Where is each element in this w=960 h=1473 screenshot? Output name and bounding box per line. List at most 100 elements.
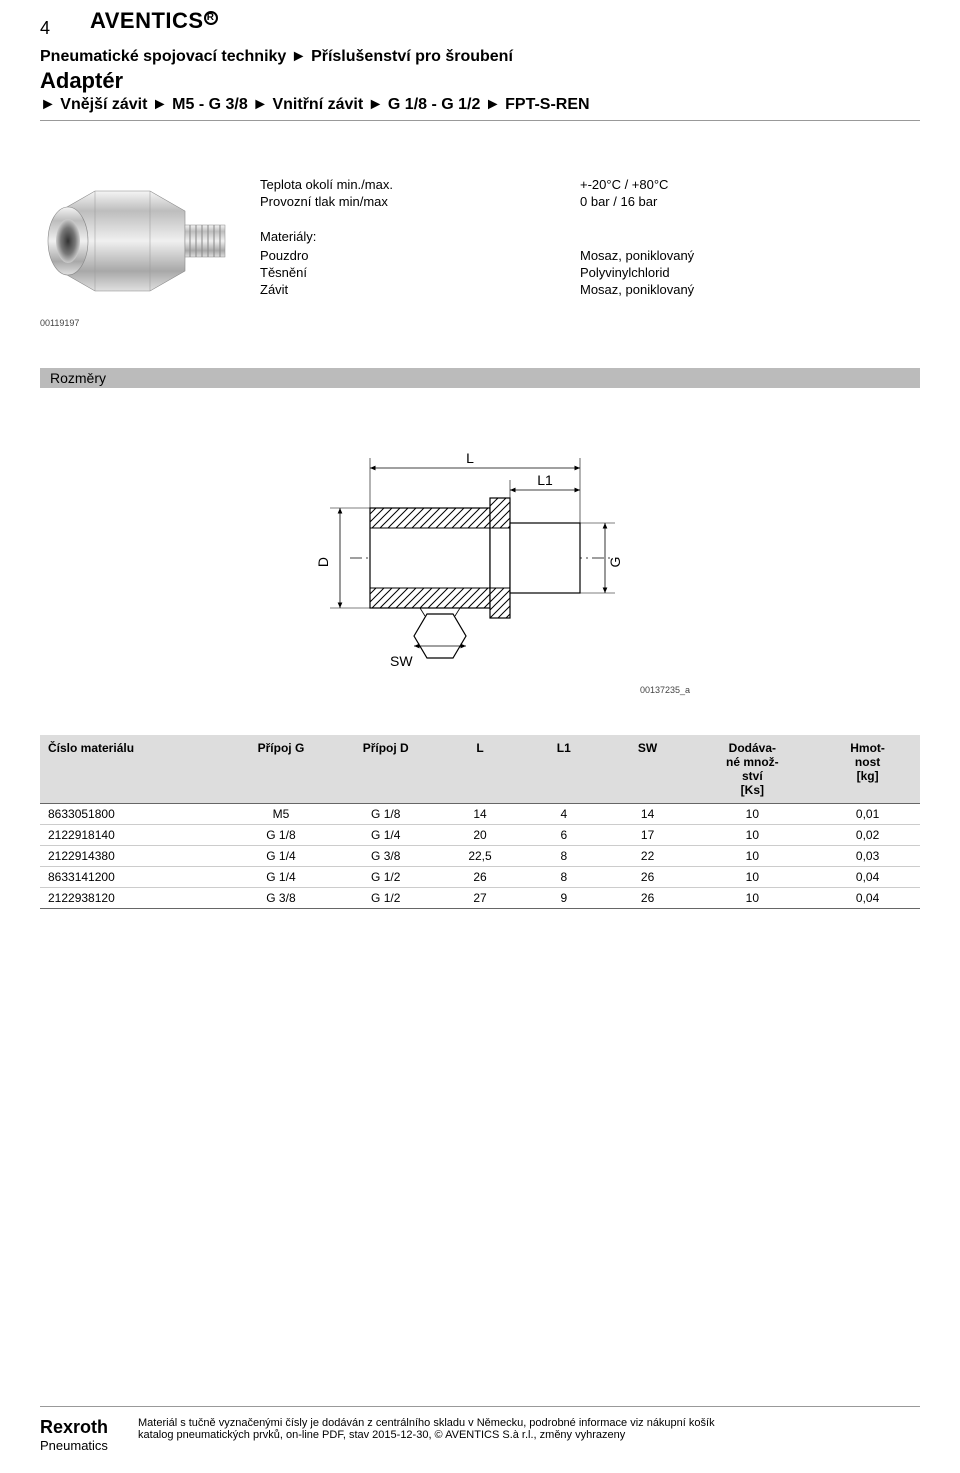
table-row: 8633051800M5G 1/814414100,01 xyxy=(40,804,920,825)
footer-text: Materiál s tučně vyznačenými čísly je do… xyxy=(108,1417,920,1441)
dim-label-sw: SW xyxy=(390,653,413,669)
material-row: Pouzdro Mosaz, poniklovaný xyxy=(260,248,920,263)
drawing-ref: 00137235_a xyxy=(270,685,690,695)
table-cell: 10 xyxy=(689,888,815,909)
top-content: 00119197 Teplota okolí min./max. +-20°C … xyxy=(40,171,920,328)
table-cell: 10 xyxy=(689,825,815,846)
material-value: Mosaz, poniklovaný xyxy=(580,248,694,263)
arrow-icon: ► xyxy=(252,96,272,113)
dim-label-l: L xyxy=(466,450,474,466)
footer-logo-block: Rexroth Pneumatics xyxy=(40,1417,108,1453)
table-cell: 2122914380 xyxy=(40,846,229,867)
table-cell: 0,04 xyxy=(815,867,920,888)
sub-part: Vnitřní závit xyxy=(272,96,363,113)
table-cell: 0,01 xyxy=(815,804,920,825)
spec-row: Provozní tlak min/max 0 bar / 16 bar xyxy=(260,194,920,209)
table-cell: 26 xyxy=(606,888,690,909)
table-row: 8633141200G 1/4G 1/226826100,04 xyxy=(40,867,920,888)
table-cell: 22,5 xyxy=(438,846,522,867)
table-cell: 0,03 xyxy=(815,846,920,867)
material-row: Těsnění Polyvinylchlorid xyxy=(260,265,920,280)
table-row: 2122918140G 1/8G 1/420617100,02 xyxy=(40,825,920,846)
table-cell: 14 xyxy=(606,804,690,825)
table-cell: G 1/4 xyxy=(229,846,334,867)
arrow-icon: ► xyxy=(291,48,311,65)
spec-value: +-20°C / +80°C xyxy=(580,177,668,192)
table-cell: 2122918140 xyxy=(40,825,229,846)
product-image xyxy=(40,171,240,311)
footer-logo: Rexroth xyxy=(40,1417,108,1438)
footer-line-2: katalog pneumatických prvků, on-line PDF… xyxy=(138,1429,920,1441)
table-cell: G 3/8 xyxy=(229,888,334,909)
breadcrumb-part-2: Příslušenství pro šroubení xyxy=(311,48,513,65)
table-cell: G 1/4 xyxy=(333,825,438,846)
spec-row: Teplota okolí min./max. +-20°C / +80°C xyxy=(260,177,920,192)
dim-label-g: G xyxy=(607,557,623,568)
table-header-cell: SW xyxy=(606,735,690,804)
table-header-row: Číslo materiáluPřípoj GPřípoj DLL1SWDodá… xyxy=(40,735,920,804)
product-image-column: 00119197 xyxy=(40,171,260,328)
product-title: Adaptér xyxy=(40,68,920,94)
material-row: Závit Mosaz, poniklovaný xyxy=(260,282,920,297)
dimensions-heading: Rozměry xyxy=(40,368,920,388)
brand-logo: AVENTICSR xyxy=(90,8,218,34)
table-cell: 27 xyxy=(438,888,522,909)
breadcrumb: Pneumatické spojovací techniky ► Přísluš… xyxy=(40,48,920,66)
arrow-icon: ► xyxy=(40,96,60,113)
arrow-icon: ► xyxy=(368,96,388,113)
arrow-icon: ► xyxy=(152,96,172,113)
spec-column: Teplota okolí min./max. +-20°C / +80°C P… xyxy=(260,171,920,328)
table-cell: 10 xyxy=(689,867,815,888)
table-cell: 2122938120 xyxy=(40,888,229,909)
spec-value: 0 bar / 16 bar xyxy=(580,194,657,209)
material-label: Pouzdro xyxy=(260,248,580,263)
table-cell: G 1/4 xyxy=(229,867,334,888)
table-cell: 4 xyxy=(522,804,606,825)
table-row: 2122914380G 1/4G 3/822,5822100,03 xyxy=(40,846,920,867)
materials-heading: Materiály: xyxy=(260,229,920,244)
table-cell: 8633141200 xyxy=(40,867,229,888)
footer-logo-sub: Pneumatics xyxy=(40,1438,108,1453)
table-cell: G 1/2 xyxy=(333,888,438,909)
table-header-cell: Hmot-nost[kg] xyxy=(815,735,920,804)
table-cell: M5 xyxy=(229,804,334,825)
page-footer: Rexroth Pneumatics Materiál s tučně vyzn… xyxy=(40,1406,920,1453)
table-header-cell: L xyxy=(438,735,522,804)
material-value: Mosaz, poniklovaný xyxy=(580,282,694,297)
table-cell: 26 xyxy=(438,867,522,888)
table-cell: 8 xyxy=(522,867,606,888)
breadcrumb-part-1: Pneumatické spojovací techniky xyxy=(40,48,286,65)
product-subtitle: ► Vnější závit ► M5 - G 3/8 ► Vnitřní zá… xyxy=(40,96,920,114)
table-cell: 0,04 xyxy=(815,888,920,909)
sub-part: M5 - G 3/8 xyxy=(172,96,248,113)
table-cell: 0,02 xyxy=(815,825,920,846)
table-cell: 6 xyxy=(522,825,606,846)
table-row: 2122938120G 3/8G 1/227926100,04 xyxy=(40,888,920,909)
material-label: Těsnění xyxy=(260,265,580,280)
table-cell: 8633051800 xyxy=(40,804,229,825)
divider xyxy=(40,120,920,121)
drawing-wrap: L L1 D G SW 00137235_a xyxy=(40,398,920,695)
table-cell: 20 xyxy=(438,825,522,846)
sub-part: G 1/8 - G 1/2 xyxy=(388,96,480,113)
table-cell: G 1/2 xyxy=(333,867,438,888)
table-header-cell: Přípoj D xyxy=(333,735,438,804)
dim-label-l1: L1 xyxy=(537,472,553,488)
table-header-cell: L1 xyxy=(522,735,606,804)
table-cell: 9 xyxy=(522,888,606,909)
dimensions-table: Číslo materiáluPřípoj GPřípoj DLL1SWDodá… xyxy=(40,735,920,909)
table-cell: 8 xyxy=(522,846,606,867)
table-cell: 22 xyxy=(606,846,690,867)
table-cell: G 3/8 xyxy=(333,846,438,867)
material-label: Závit xyxy=(260,282,580,297)
brand-logo-text: AVENTICS xyxy=(90,8,204,33)
page-number: 4 xyxy=(40,18,50,39)
sub-part: Vnější závit xyxy=(60,96,147,113)
table-cell: 10 xyxy=(689,804,815,825)
footer-line-1: Materiál s tučně vyznačenými čísly je do… xyxy=(138,1417,920,1429)
table-cell: 26 xyxy=(606,867,690,888)
dim-label-d: D xyxy=(315,557,331,567)
table-cell: 17 xyxy=(606,825,690,846)
table-body: 8633051800M5G 1/814414100,012122918140G … xyxy=(40,804,920,909)
table-header-cell: Číslo materiálu xyxy=(40,735,229,804)
